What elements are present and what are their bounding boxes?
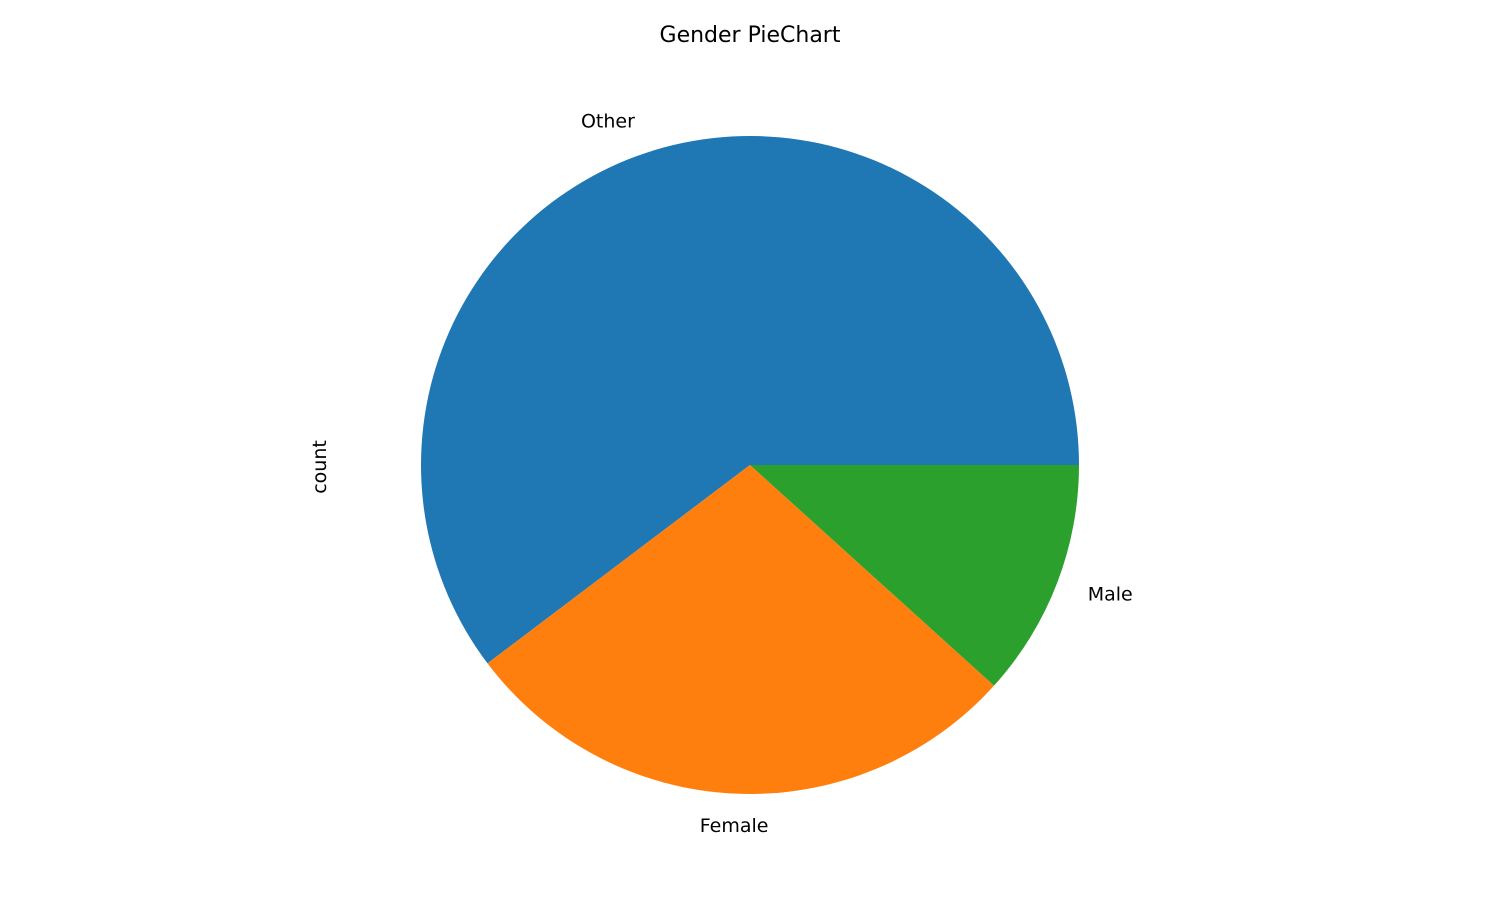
pie-slice-female — [487, 465, 995, 794]
pie-slice-other — [421, 135, 1079, 664]
pie-label-other: Other — [581, 110, 635, 132]
pie-slice-labels: Other Female Male — [581, 110, 1133, 837]
chart-title: Gender PieChart — [660, 23, 841, 48]
pie-label-female: Female — [700, 815, 769, 837]
y-axis-label: count — [309, 440, 331, 494]
pie-label-male: Male — [1088, 584, 1133, 606]
pie-slice-male — [750, 465, 1079, 686]
pie-slices — [421, 135, 1079, 794]
